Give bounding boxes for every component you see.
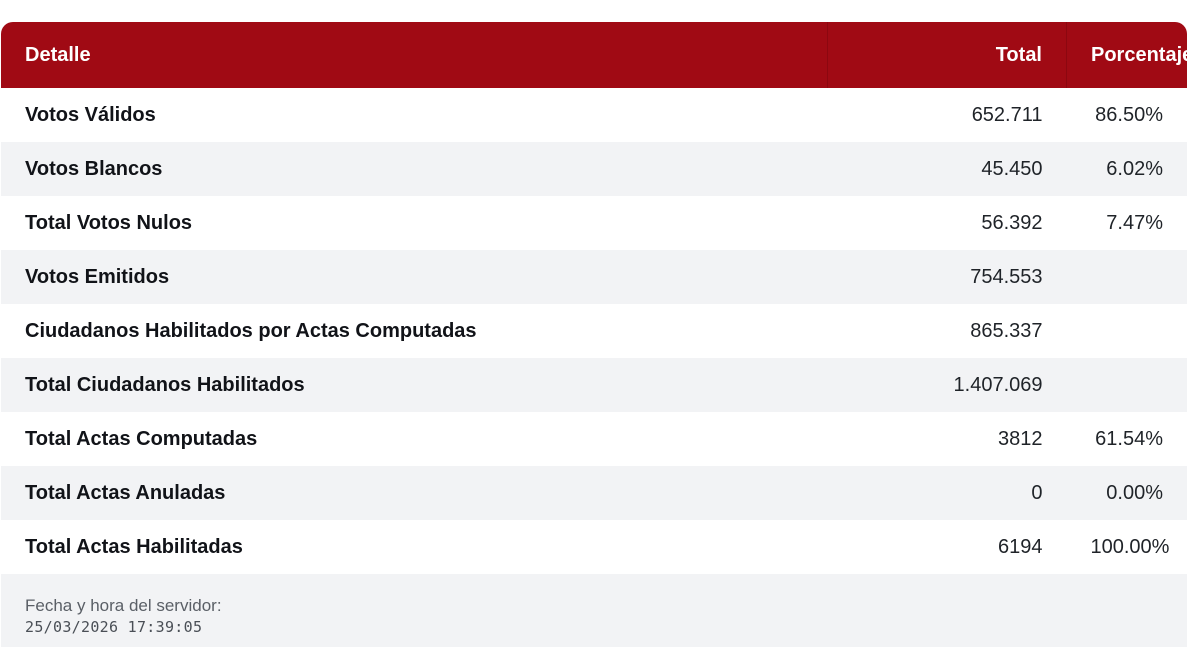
row-percentage: 100.00% xyxy=(1090,535,1170,558)
row-detail: Votos Blancos xyxy=(25,157,163,180)
row-detail: Total Actas Anuladas xyxy=(25,481,226,504)
row-detail: Total Votos Nulos xyxy=(25,211,193,234)
row-percentage xyxy=(1067,358,1188,412)
row-detail: Total Actas Computadas xyxy=(25,427,258,450)
row-percentage: 6.02% xyxy=(1106,157,1163,180)
row-total: 6194 xyxy=(998,535,1043,558)
row-total: 45.450 xyxy=(981,157,1043,180)
row-total: 1.407.069 xyxy=(953,373,1043,396)
row-percentage: 0.00% xyxy=(1106,481,1163,504)
server-timestamp: 25/03/2026 17:39:05 xyxy=(25,618,203,636)
row-total: 865.337 xyxy=(970,319,1043,342)
header-total: Total xyxy=(827,22,1067,88)
table-row: Total Ciudadanos Habilitados 1.407.069 xyxy=(1,358,1187,412)
table-row: Total Actas Habilitadas 6194 100.00% xyxy=(1,520,1187,574)
row-total: 754.553 xyxy=(970,265,1043,288)
table-row: Total Actas Computadas 3812 61.54% xyxy=(1,412,1187,466)
table-row: Ciudadanos Habilitados por Actas Computa… xyxy=(1,304,1187,358)
row-percentage xyxy=(1067,250,1188,304)
server-time-footer: Fecha y hora del servidor: 25/03/2026 17… xyxy=(1,574,1187,638)
table-row: Votos Emitidos 754.553 xyxy=(1,250,1187,304)
table-row: Votos Blancos 45.450 6.02% xyxy=(1,142,1187,196)
row-total: 0 xyxy=(1031,481,1043,504)
row-detail: Votos Válidos xyxy=(25,103,156,126)
table-row: Total Actas Anuladas 0 0.00% xyxy=(1,466,1187,520)
results-card: Detalle Total Porcentaje Votos Válidos 6… xyxy=(1,22,1187,647)
row-total: 652.711 xyxy=(971,103,1043,126)
row-percentage xyxy=(1067,304,1188,358)
header-detail: Detalle xyxy=(25,43,91,66)
table-body: Votos Válidos 652.711 86.50% Votos Blanc… xyxy=(1,88,1187,574)
table-header: Detalle Total Porcentaje xyxy=(1,22,1187,88)
table-row: Total Votos Nulos 56.392 7.47% xyxy=(1,196,1187,250)
row-percentage: 7.47% xyxy=(1106,211,1163,234)
table-row: Votos Válidos 652.711 86.50% xyxy=(1,88,1187,142)
header-row: Detalle Total Porcentaje xyxy=(1,22,1187,88)
row-detail: Total Actas Habilitadas xyxy=(25,535,243,558)
row-total: 56.392 xyxy=(981,211,1043,234)
row-detail: Votos Emitidos xyxy=(25,265,170,288)
server-time-label: Fecha y hora del servidor: xyxy=(25,596,222,615)
row-detail: Total Ciudadanos Habilitados xyxy=(25,373,305,396)
results-table: Detalle Total Porcentaje Votos Válidos 6… xyxy=(1,22,1187,574)
header-percentage: Porcentaje xyxy=(1066,22,1187,88)
row-total: 3812 xyxy=(998,427,1043,450)
row-percentage: 86.50% xyxy=(1095,103,1163,126)
row-detail: Ciudadanos Habilitados por Actas Computa… xyxy=(25,319,477,342)
row-percentage: 61.54% xyxy=(1095,427,1163,450)
